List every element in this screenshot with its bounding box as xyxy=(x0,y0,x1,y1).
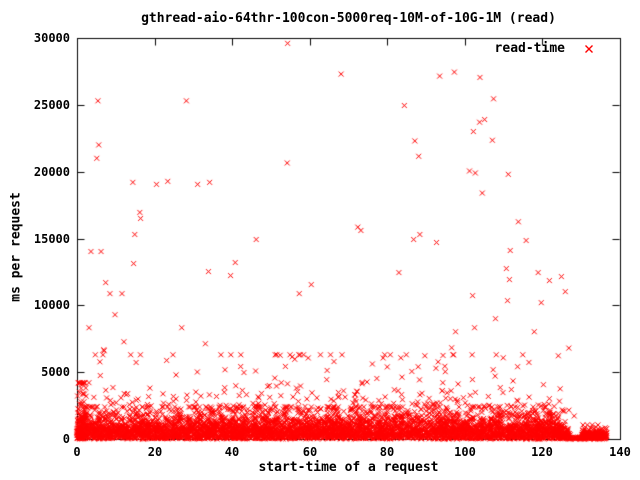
x-tick-label: 20 xyxy=(147,445,163,459)
y-tick-label: 0 xyxy=(62,432,70,446)
x-tick-label: 120 xyxy=(531,445,553,459)
y-tick-label: 10000 xyxy=(33,298,70,312)
x-tick-label: 80 xyxy=(379,445,395,459)
x-axis-label: start-time of a request xyxy=(258,460,439,475)
x-tick-label: 60 xyxy=(302,445,318,459)
x-tick-label: 100 xyxy=(454,445,476,459)
y-axis-label: ms per request xyxy=(8,192,24,302)
x-tick-label: 40 xyxy=(224,445,240,459)
legend-marker-cross-icon xyxy=(582,41,596,55)
x-tick-label: 140 xyxy=(609,445,631,459)
legend-label: read-time xyxy=(494,41,565,56)
chart-title: gthread-aio-64thr-100con-5000req-10M-of-… xyxy=(141,11,556,26)
y-tick-label: 5000 xyxy=(41,365,70,379)
y-tick-label: 20000 xyxy=(33,165,70,179)
y-tick-label: 25000 xyxy=(33,98,70,112)
y-tick-label: 30000 xyxy=(33,31,70,45)
y-tick-label: 15000 xyxy=(33,232,70,246)
x-tick-label: 0 xyxy=(73,445,81,459)
